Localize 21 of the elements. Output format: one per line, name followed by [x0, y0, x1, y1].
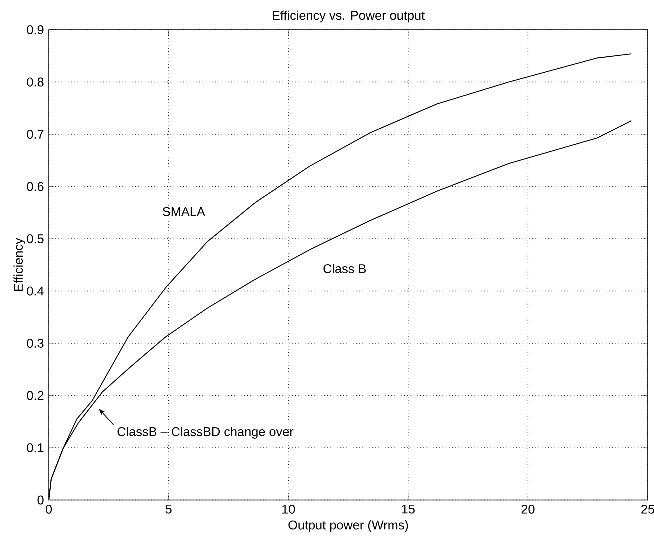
y-tick-label: 0.8	[27, 78, 44, 87]
x-tick-label: 0	[46, 504, 52, 514]
y-tick-label: 0.4	[27, 286, 44, 296]
y-tick-label: 0.1	[27, 443, 44, 452]
y-axis-title: Efficiency	[14, 238, 26, 291]
y-tick-label: 0.6	[27, 182, 44, 192]
annotation: ClassB – ClassBD change over	[118, 426, 294, 439]
x-tick-label: 5	[166, 504, 172, 514]
series-label: SMALA	[163, 207, 206, 216]
series-label: Class B	[324, 264, 366, 274]
y-tick-label: 0	[38, 496, 44, 505]
x-tick-label: 10	[282, 504, 296, 514]
x-tick-label: 20	[522, 504, 535, 514]
x-axis-title: Output power (Wrms)	[288, 520, 408, 532]
y-tick-label: 0.3	[27, 338, 44, 348]
y-tick-label: 0.5	[27, 234, 44, 244]
x-tick-label: 15	[402, 504, 415, 514]
y-tick-label: 0.9	[27, 25, 44, 34]
chart-title: Efficiency vs. Power output	[273, 10, 425, 23]
y-tick-label: 0.2	[27, 391, 44, 400]
y-tick-label: 0.7	[27, 130, 44, 139]
